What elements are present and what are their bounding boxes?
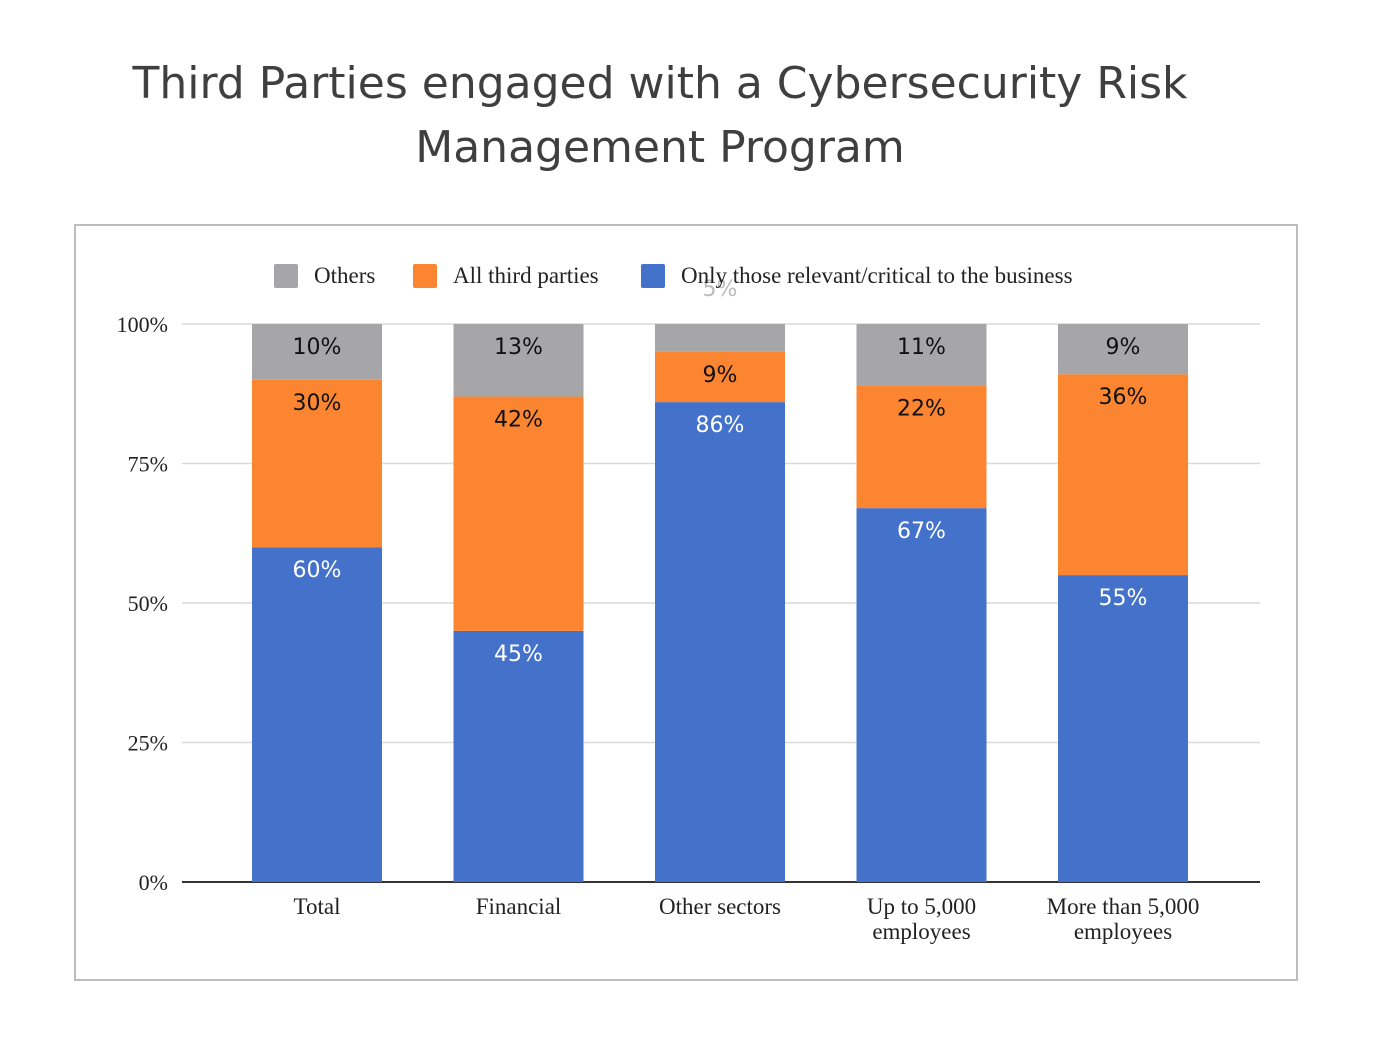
y-tick-label: 75% [128, 452, 168, 477]
legend-swatch [641, 264, 665, 288]
legend-swatch [413, 264, 437, 288]
bar-segment [655, 324, 785, 352]
bar-segment [453, 630, 584, 882]
data-label: 42% [494, 408, 543, 433]
legend-label: Others [314, 263, 375, 288]
data-label: 10% [293, 335, 342, 360]
legend-swatch [274, 264, 298, 288]
data-label: 9% [1106, 335, 1141, 360]
data-label: 30% [293, 391, 342, 416]
x-tick-label: More than 5,000 [1047, 894, 1200, 919]
data-label: 13% [494, 335, 543, 360]
y-tick-label: 100% [117, 312, 168, 337]
y-tick-label: 0% [139, 870, 168, 895]
bar-segment [1058, 374, 1188, 576]
chart-title-line-1: Third Parties engaged with a Cybersecuri… [132, 58, 1188, 109]
data-label: 36% [1099, 385, 1148, 410]
bar-segment [252, 547, 382, 882]
data-label: 60% [293, 558, 342, 583]
bar-segment [453, 324, 584, 397]
bar-segment [1058, 324, 1188, 375]
bar-segment [655, 351, 785, 403]
data-label: 5% [703, 277, 738, 302]
x-tick-label: Financial [476, 894, 562, 919]
legend-label: All third parties [453, 263, 599, 288]
y-tick-label: 50% [128, 591, 168, 616]
bar-segment [856, 324, 987, 386]
chart-title-line-2: Management Program [415, 122, 905, 173]
x-tick-label: Up to 5,000 [867, 894, 976, 919]
data-label: 86% [696, 413, 745, 438]
x-tick-label: Total [294, 894, 341, 919]
bar-segment [856, 508, 987, 882]
data-label: 11% [897, 335, 946, 360]
chart-title: Third Parties engaged with a Cybersecuri… [60, 52, 1260, 180]
legend-label: Only those relevant/critical to the busi… [681, 263, 1073, 288]
data-label: 45% [494, 642, 543, 667]
bar-segment [453, 396, 584, 631]
bar-segment [252, 379, 382, 548]
data-label: 22% [897, 396, 946, 421]
x-tick-label: employees [872, 919, 970, 944]
bar-segment [1058, 575, 1188, 882]
data-label: 9% [703, 363, 738, 388]
data-label: 55% [1099, 586, 1148, 611]
x-tick-label: Other sectors [659, 894, 781, 919]
bar-segment [655, 402, 785, 882]
x-tick-label: employees [1074, 919, 1172, 944]
bar-segment [856, 385, 987, 509]
y-tick-label: 25% [128, 731, 168, 756]
bar-segment [252, 324, 382, 380]
data-label: 67% [897, 519, 946, 544]
